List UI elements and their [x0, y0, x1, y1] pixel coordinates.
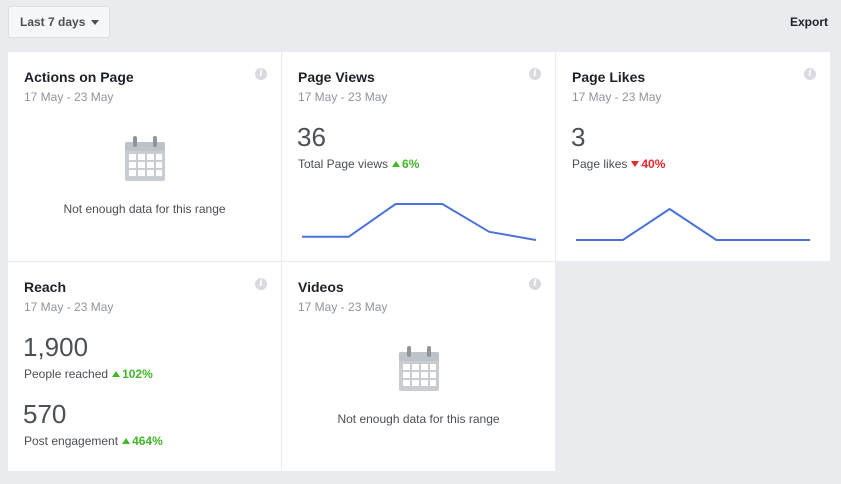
change-indicator: 40%: [631, 157, 665, 171]
change-value: 464%: [132, 434, 163, 448]
card-date-range: 17 May - 23 May: [24, 300, 114, 314]
empty-state-message: Not enough data for this range: [337, 412, 500, 426]
card-date-range: 17 May - 23 May: [24, 90, 114, 104]
metric-label: Total Page views: [298, 157, 389, 171]
metric-label-row: Page likes 40%: [572, 157, 665, 171]
change-value: 102%: [122, 367, 153, 381]
post-engagement-value: 570: [23, 399, 67, 429]
arrow-up-icon: [112, 371, 121, 377]
info-icon[interactable]: i: [255, 68, 267, 80]
change-indicator: 6%: [392, 157, 419, 171]
caret-down-icon: [91, 19, 100, 25]
date-range-label: Last 7 days: [20, 15, 86, 29]
info-icon[interactable]: i: [529, 68, 541, 80]
calendar-icon: [125, 136, 165, 181]
metric-value: 3: [571, 122, 586, 152]
change-value: 40%: [641, 157, 666, 171]
people-reached-value: 1,900: [23, 332, 89, 362]
arrow-down-icon: [631, 161, 640, 167]
top-bar: Last 7 days Export: [0, 0, 841, 44]
metric-value: 36: [297, 122, 326, 152]
metric-label: Page likes: [572, 157, 628, 171]
change-value: 6%: [402, 157, 420, 171]
arrow-up-icon: [392, 161, 401, 167]
card-title: Page Views: [298, 69, 375, 85]
videos-card[interactable]: Videos 17 May - 23 May i Not enough data…: [282, 262, 555, 471]
sparkline-path: [576, 208, 810, 241]
change-indicator: 464%: [122, 434, 163, 448]
export-button[interactable]: Export: [789, 15, 828, 29]
arrow-up-icon: [122, 438, 131, 444]
change-indicator: 102%: [112, 367, 153, 381]
metric-label-row: Total Page views 6%: [298, 157, 419, 171]
card-title: Page Likes: [572, 69, 646, 85]
calendar-icon: [399, 346, 439, 391]
page-likes-card[interactable]: Page Likes 17 May - 23 May i 3 Page like…: [556, 52, 830, 261]
reach-card[interactable]: Reach 17 May - 23 May i 1,900 People rea…: [8, 262, 281, 471]
metric-label: People reached: [24, 367, 109, 381]
date-range-dropdown[interactable]: Last 7 days: [8, 6, 110, 38]
card-title: Videos: [298, 279, 344, 295]
card-title: Actions on Page: [24, 69, 134, 85]
card-date-range: 17 May - 23 May: [572, 90, 662, 104]
page-likes-sparkline: [576, 208, 810, 241]
metric-label-row: Post engagement 464%: [24, 434, 163, 448]
info-icon[interactable]: i: [529, 278, 541, 290]
metric-label-row: People reached 102%: [24, 367, 153, 381]
info-icon[interactable]: i: [255, 278, 267, 290]
card-title: Reach: [24, 279, 67, 295]
card-date-range: 17 May - 23 May: [298, 90, 388, 104]
actions-on-page-card[interactable]: Actions on Page 17 May - 23 May i Not en…: [8, 52, 281, 261]
page-views-sparkline: [302, 203, 536, 241]
empty-state-message: Not enough data for this range: [63, 202, 226, 216]
info-icon[interactable]: i: [804, 68, 816, 80]
sparkline-path: [302, 203, 536, 241]
card-date-range: 17 May - 23 May: [298, 300, 388, 314]
metric-label: Post engagement: [24, 434, 119, 448]
page-views-card[interactable]: Page Views 17 May - 23 May i 36 Total Pa…: [282, 52, 555, 261]
